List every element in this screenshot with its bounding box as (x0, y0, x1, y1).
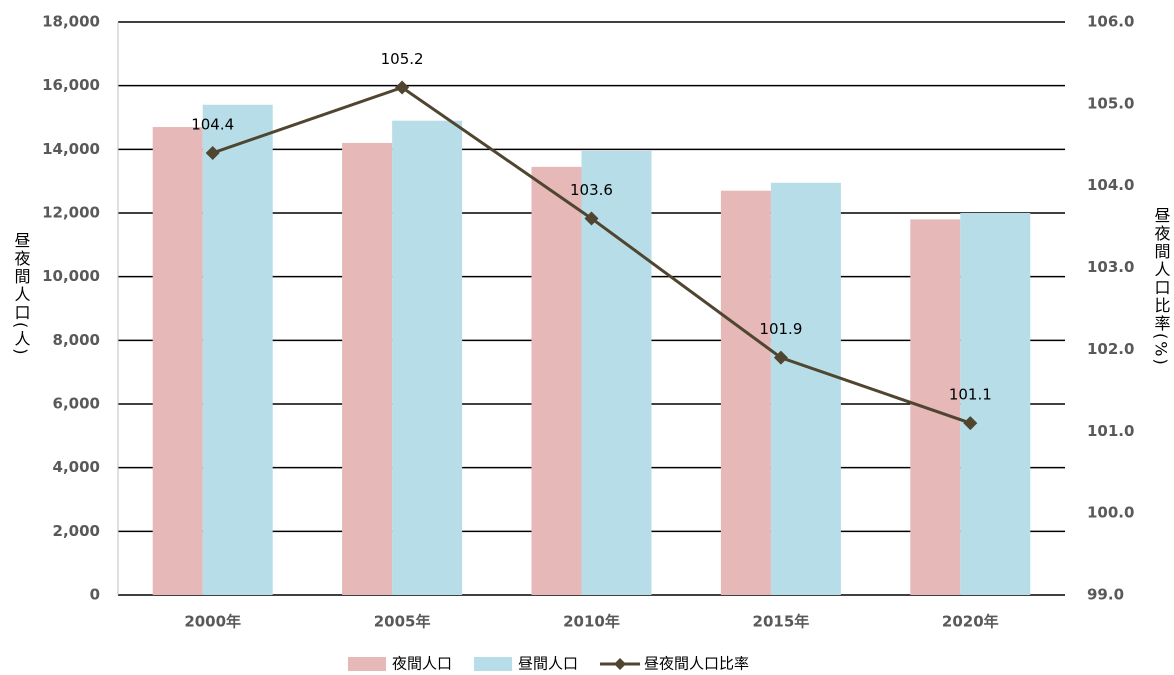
x-tick-label: 2005年 (374, 613, 431, 631)
y2-tick-label: 100.0 (1087, 504, 1134, 522)
x-tick-label: 2000年 (184, 613, 241, 631)
y2-axis-title: 昼夜間人口比率(%) (1152, 207, 1171, 367)
bar (342, 142, 393, 595)
legend-swatch (348, 657, 386, 671)
bar (960, 213, 1031, 595)
marker (205, 145, 220, 160)
bar (531, 166, 582, 595)
y2-tick-label: 105.0 (1087, 94, 1134, 112)
y-tick-label: 4,000 (53, 458, 100, 476)
data-label: 103.6 (570, 181, 613, 199)
y-tick-label: 10,000 (42, 267, 100, 285)
y-tick-label: 8,000 (53, 331, 100, 349)
data-label: 101.1 (949, 386, 992, 404)
legend-label: 昼夜間人口比率 (644, 655, 749, 673)
y-tick-label: 16,000 (42, 76, 100, 94)
bar (581, 150, 652, 596)
data-label: 104.4 (191, 115, 234, 133)
legend-swatch (614, 658, 627, 670)
data-label: 105.2 (381, 50, 424, 68)
y2-tick-label: 103.0 (1087, 258, 1134, 276)
marker (395, 80, 410, 95)
marker (963, 416, 978, 431)
bar (910, 219, 961, 595)
marker (773, 350, 788, 365)
y-tick-label: 14,000 (42, 140, 100, 158)
y-tick-label: 0 (90, 586, 100, 604)
y-tick-label: 12,000 (42, 204, 100, 222)
bar (202, 104, 273, 596)
bar (392, 120, 463, 595)
y-tick-label: 6,000 (53, 395, 100, 413)
y2-tick-label: 104.0 (1087, 176, 1134, 194)
legend-swatch (474, 657, 513, 671)
y2-tick-label: 101.0 (1087, 422, 1134, 440)
data-label: 101.9 (759, 320, 802, 338)
marker (584, 211, 599, 226)
bar (152, 127, 203, 596)
y2-tick-label: 106.0 (1087, 13, 1134, 31)
x-tick-label: 2010年 (563, 613, 620, 631)
legend-label: 昼間人口 (518, 655, 578, 673)
y-axis-title: 昼夜間人口(人) (12, 232, 31, 356)
legend-label: 夜間人口 (392, 655, 452, 673)
bar (770, 182, 841, 595)
y-tick-label: 18,000 (42, 13, 100, 31)
y2-tick-label: 102.0 (1087, 340, 1134, 358)
x-tick-label: 2020年 (942, 613, 999, 631)
x-tick-label: 2015年 (753, 613, 810, 631)
y-tick-label: 2,000 (53, 522, 100, 540)
y2-tick-label: 99.0 (1087, 586, 1124, 604)
bar (720, 190, 771, 595)
